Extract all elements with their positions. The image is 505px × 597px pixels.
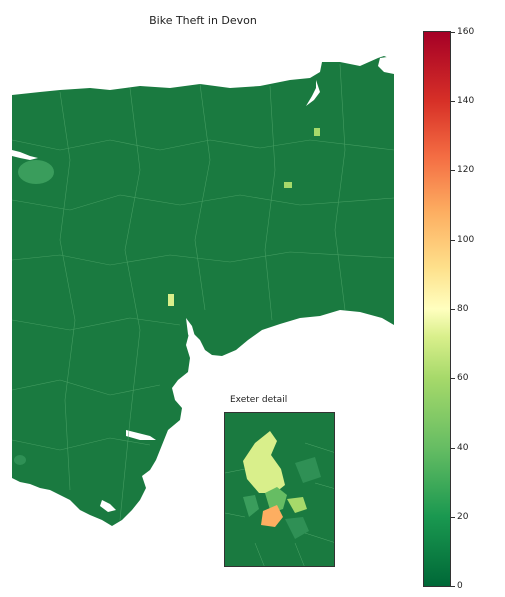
inset-district-center (265, 487, 287, 513)
south-estuary-1 (100, 500, 116, 512)
hotspot-barnstaple (18, 160, 54, 184)
land-area (12, 56, 394, 526)
colorbar-label: 120 (457, 165, 475, 175)
colorbar-tick (451, 240, 455, 241)
colorbar-tick (451, 586, 455, 587)
north-river (306, 80, 320, 106)
hotspot-north (314, 128, 320, 136)
north-estuary (12, 150, 38, 160)
colorbar-label: 80 (457, 304, 469, 314)
colorbar-tick (451, 101, 455, 102)
colorbar-tick (451, 517, 455, 518)
inset-district-north (243, 431, 285, 493)
inset-district-east (287, 497, 307, 513)
colorbar-tick (451, 309, 455, 310)
colorbar-tick (451, 32, 455, 33)
colorbar-tick (451, 448, 455, 449)
map-title: Bike Theft in Devon (149, 14, 257, 27)
inset-district-west (243, 495, 259, 517)
inset-district-south (285, 517, 309, 539)
inset-district-ne (295, 457, 321, 483)
colorbar-label: 20 (457, 512, 469, 522)
coast-notch (378, 56, 394, 74)
colorbar-label: 60 (457, 373, 469, 383)
colorbar (423, 31, 451, 587)
devon-map (11, 56, 395, 526)
colorbar-label: 160 (457, 27, 475, 37)
estuary (186, 318, 202, 358)
hotspot-sw (14, 455, 26, 465)
inset-boundaries (225, 442, 334, 566)
south-estuary-2 (126, 430, 156, 440)
hotspot-tiverton (284, 182, 292, 188)
exeter-inset-map (225, 413, 334, 566)
hotspot-exeter (168, 294, 174, 306)
colorbar-label: 140 (457, 96, 475, 106)
inset-district-hot (261, 505, 283, 527)
colorbar-label: 40 (457, 443, 469, 453)
exeter-inset (224, 412, 335, 567)
colorbar-tick (451, 378, 455, 379)
colorbar-tick (451, 170, 455, 171)
district-boundaries (11, 63, 395, 521)
colorbar-label: 100 (457, 235, 475, 245)
inset-title: Exeter detail (230, 395, 288, 405)
colorbar-label: 0 (457, 581, 463, 591)
